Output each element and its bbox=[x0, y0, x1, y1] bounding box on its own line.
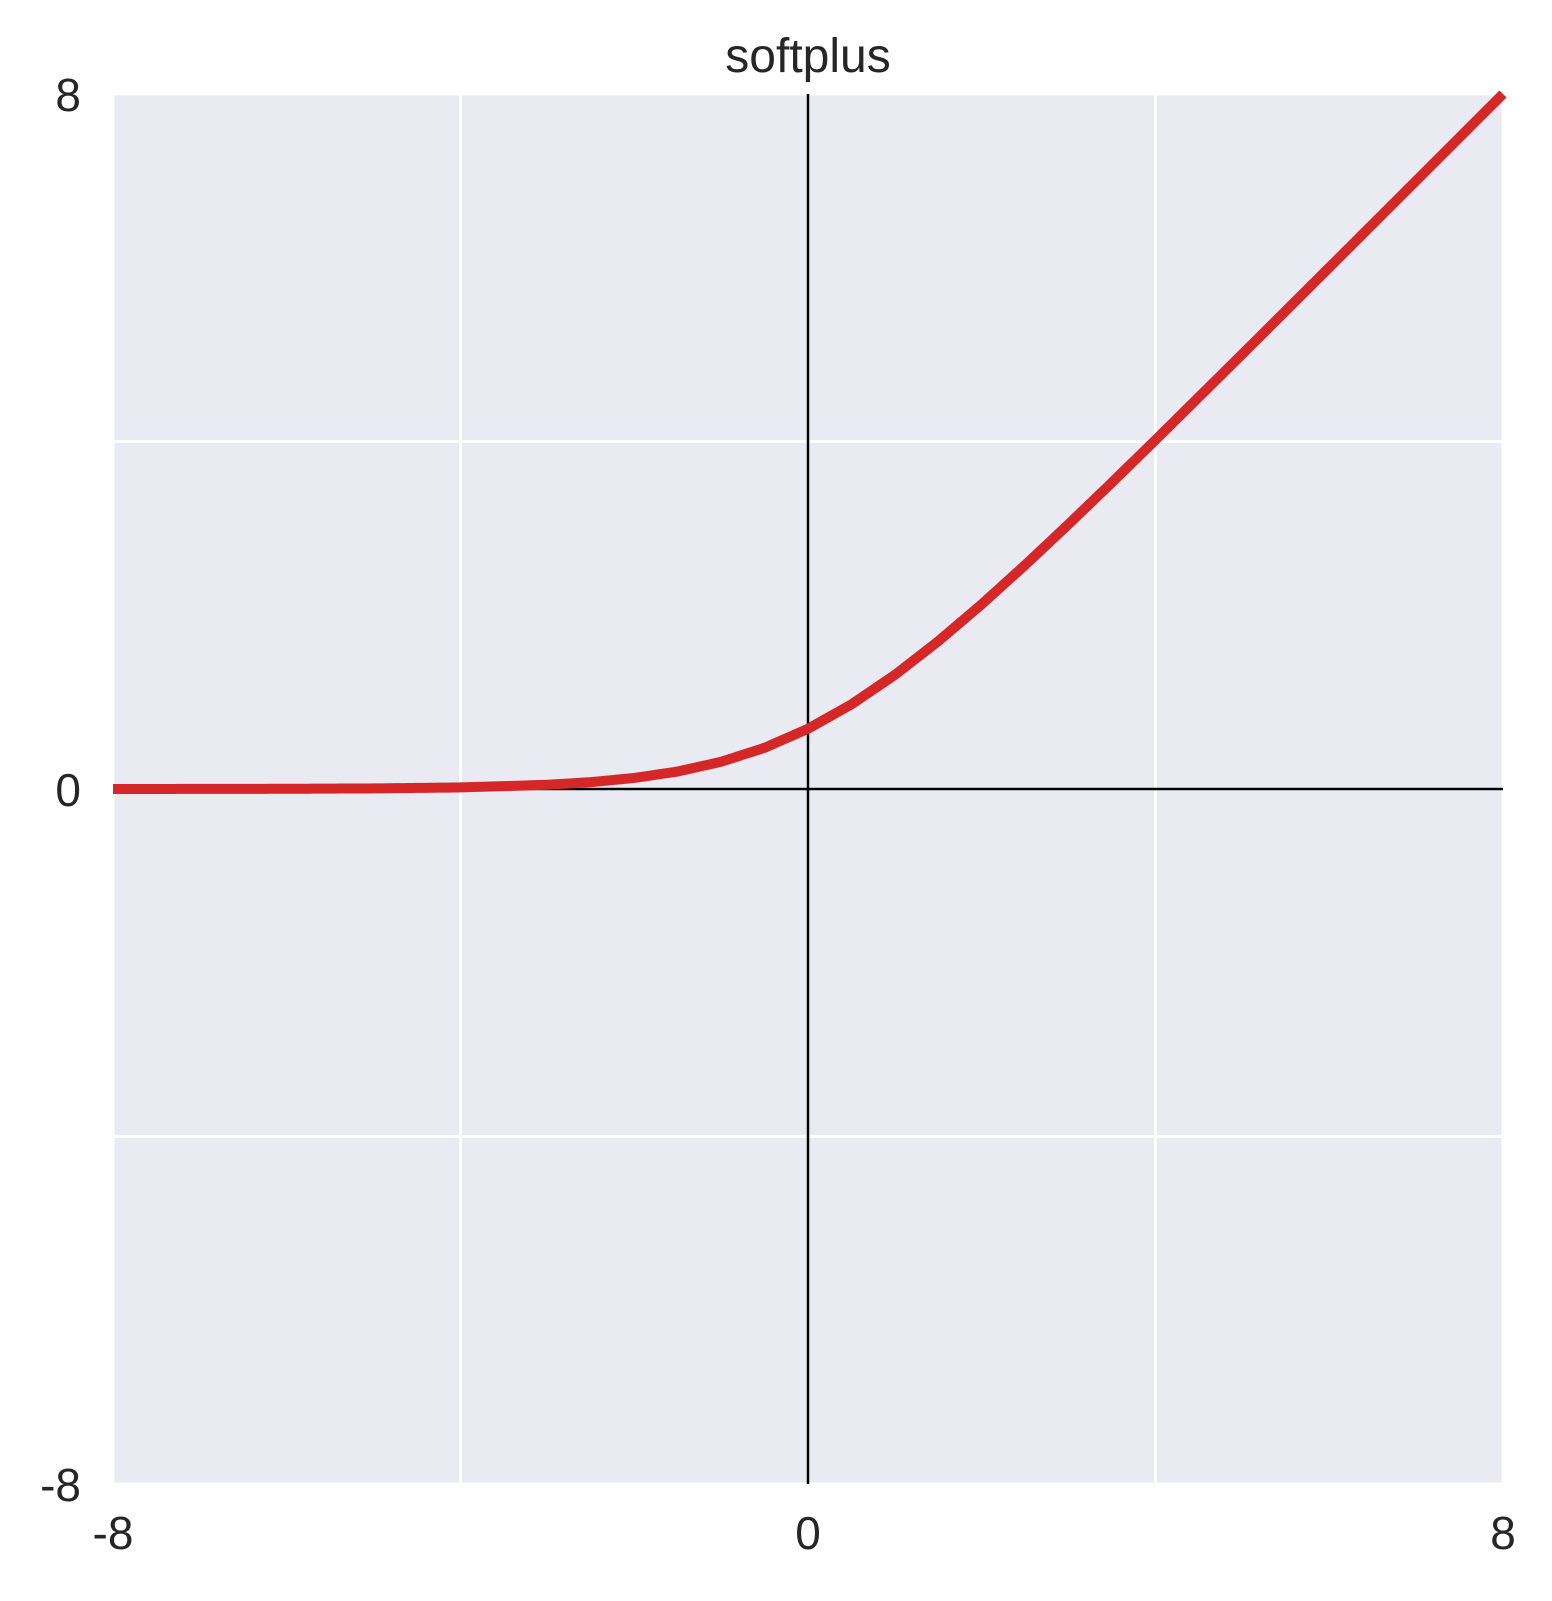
series-layer bbox=[112, 90, 1507, 794]
x-tick-label-1: 0 bbox=[795, 1507, 821, 1559]
y-tick-label-2: 8 bbox=[55, 69, 81, 121]
y-tick-labels: -8 0 8 bbox=[40, 69, 81, 1511]
series-line-0 bbox=[112, 90, 1507, 794]
series-0 bbox=[112, 90, 1507, 794]
y-tick-label-1: 0 bbox=[55, 764, 81, 816]
x-tick-labels: -8 0 8 bbox=[93, 1507, 1516, 1559]
y-tick-label-0: -8 bbox=[40, 1459, 81, 1511]
chart-title: softplus bbox=[725, 30, 890, 83]
x-tick-label-2: 8 bbox=[1490, 1507, 1516, 1559]
x-tick-label-0: -8 bbox=[93, 1507, 134, 1559]
